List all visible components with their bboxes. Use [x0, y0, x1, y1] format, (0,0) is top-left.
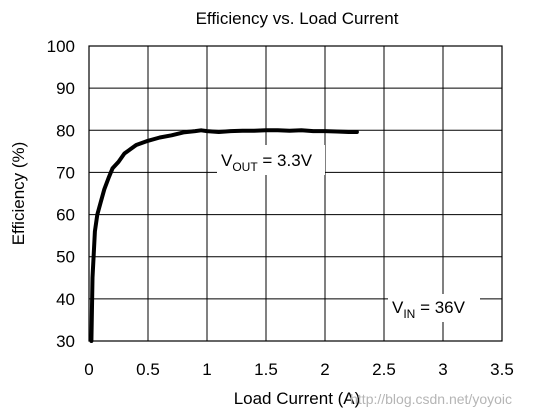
- efficiency-curve: [89, 128, 359, 343]
- x-tick-label: 2: [320, 360, 329, 379]
- x-tick-label: 2.5: [372, 360, 396, 379]
- y-tick-label: 40: [56, 290, 75, 309]
- x-tick-labels: 0 0.5 1 1.5 2 2.5 3 3.5: [84, 360, 514, 379]
- x-tick-label: 3.5: [490, 360, 514, 379]
- x-axis-label: Load Current (A): [234, 389, 361, 408]
- x-tick-label: 1.5: [254, 360, 278, 379]
- x-tick-label: 3: [438, 360, 447, 379]
- y-tick-label: 60: [56, 206, 75, 225]
- y-tick-label: 90: [56, 79, 75, 98]
- y-axis-label: Efficiency (%): [9, 142, 28, 246]
- vin-annotation-value: = 36V: [415, 298, 465, 317]
- y-tick-label: 80: [56, 121, 75, 140]
- vin-annotation-main: V: [392, 298, 404, 317]
- x-tick-label: 0.5: [136, 360, 160, 379]
- x-tick-label: 0: [84, 360, 93, 379]
- vout-annotation-value: = 3.3V: [258, 151, 313, 170]
- vin-annotation: VIN = 36V: [392, 298, 466, 321]
- vin-label-background: [388, 294, 480, 322]
- vout-label-background: [217, 145, 325, 175]
- chart-title: Efficiency vs. Load Current: [196, 9, 399, 28]
- y-tick-label: 30: [56, 332, 75, 351]
- vout-annotation-subscript: OUT: [232, 160, 258, 174]
- vout-annotation: VOUT = 3.3V: [221, 151, 313, 174]
- watermark-text: http://blog.csdn.net/yoyoic: [350, 391, 512, 407]
- y-tick-labels: 30 40 50 60 70 80 90 100: [47, 37, 75, 351]
- plot-frame: [88, 45, 503, 342]
- y-tick-label: 100: [47, 37, 75, 56]
- vin-annotation-subscript: IN: [403, 307, 415, 321]
- y-tick-label: 50: [56, 248, 75, 267]
- vout-annotation-main: V: [221, 151, 233, 170]
- x-tick-label: 1: [202, 360, 211, 379]
- y-tick-label: 70: [56, 163, 75, 182]
